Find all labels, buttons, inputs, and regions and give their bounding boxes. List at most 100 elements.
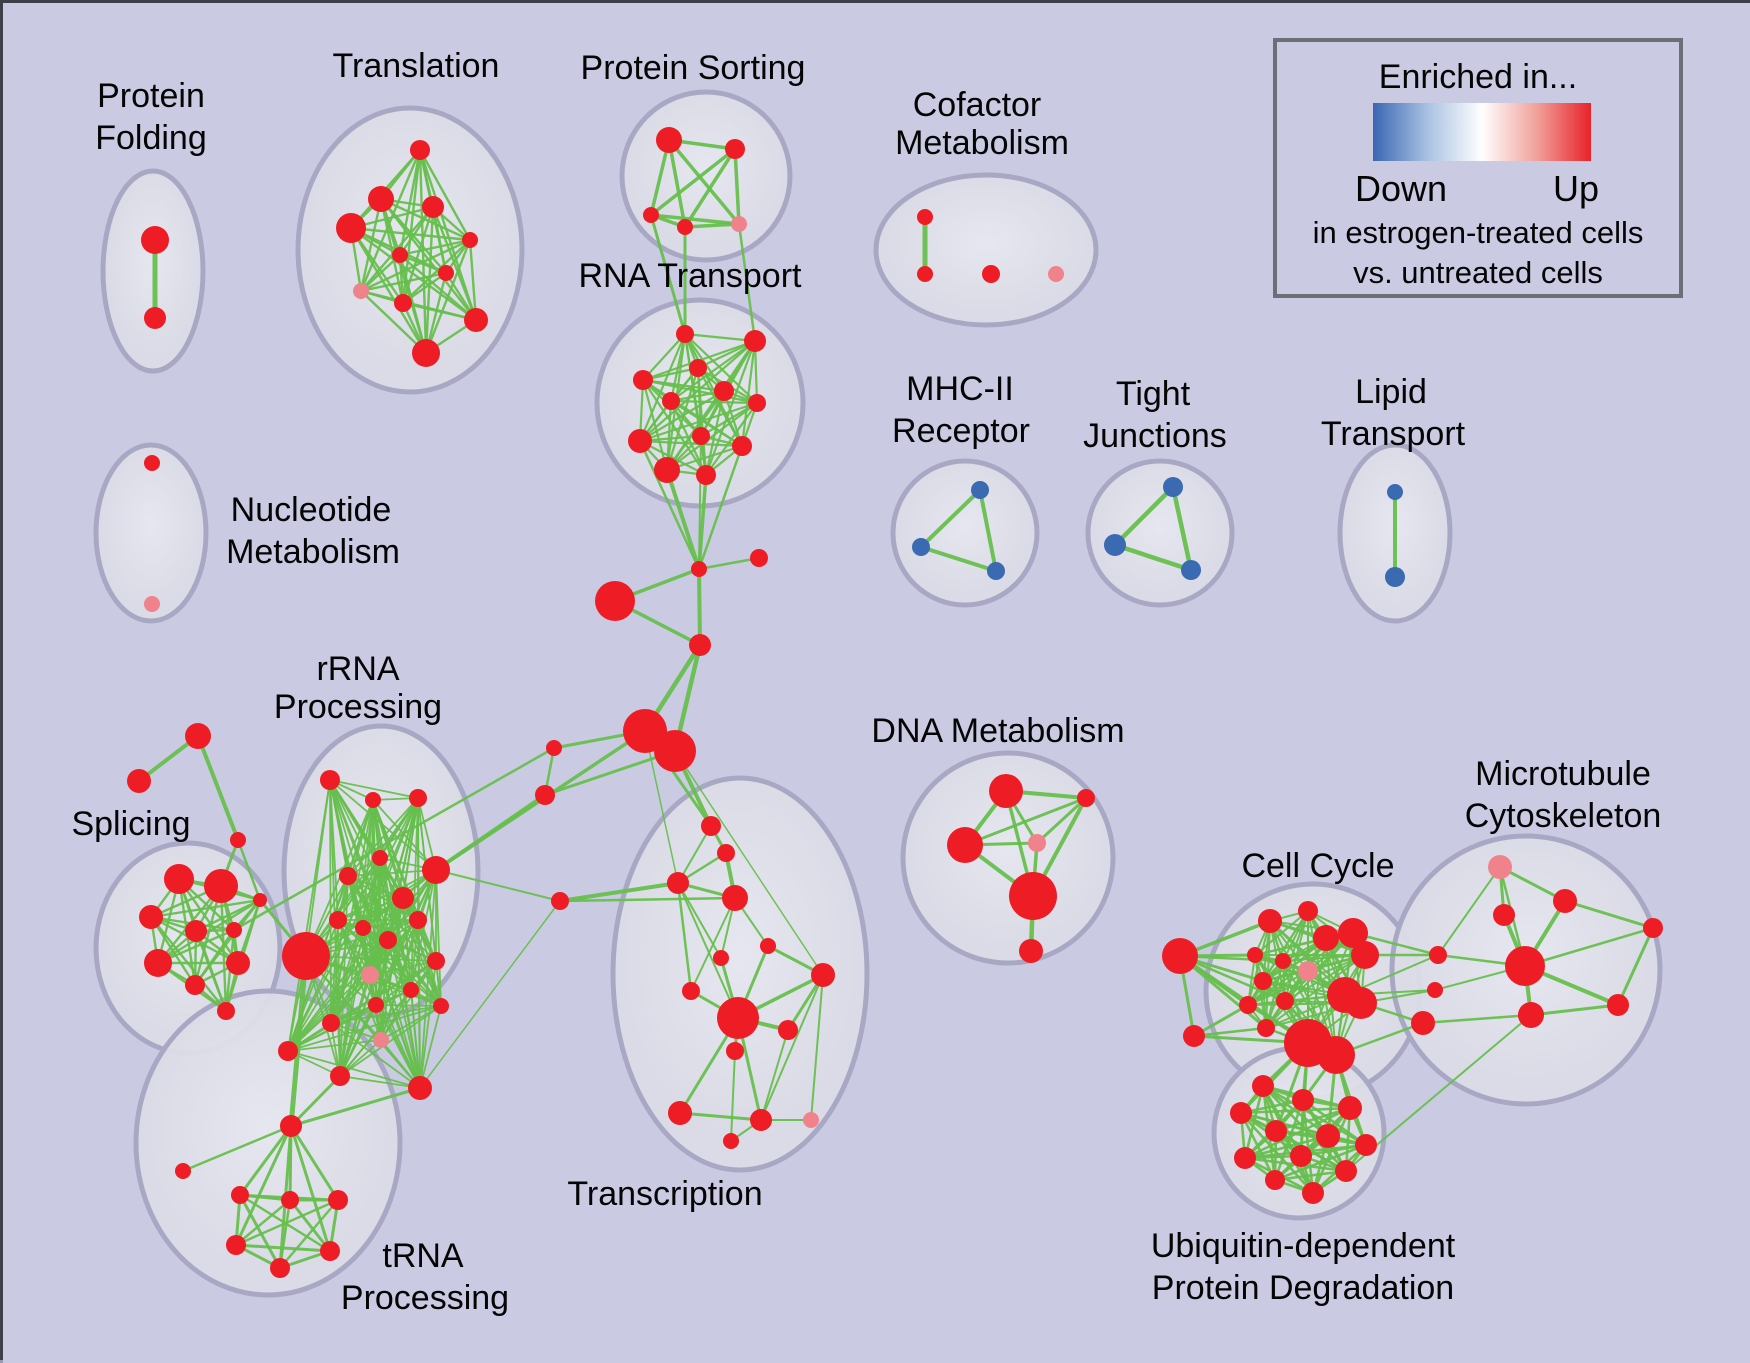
edge <box>398 253 448 275</box>
node-ubiquitin_degradation-2 <box>1338 1096 1362 1120</box>
node-ubiquitin_degradation-7 <box>1234 1147 1256 1169</box>
cluster-dna_metabolism-ellipse <box>900 750 1116 966</box>
edge <box>287 897 404 1052</box>
edge <box>410 797 419 991</box>
edge <box>380 1005 442 1041</box>
edge <box>330 939 389 1024</box>
node-rrna_processing-0 <box>320 770 340 790</box>
node-cofactor_metabolism-1 <box>917 266 933 282</box>
node-trna_processing-1 <box>175 1163 191 1179</box>
cluster-protein_folding-label-1: Folding <box>95 119 207 157</box>
node-rrna_processing-13 <box>403 982 419 998</box>
edge <box>418 148 472 242</box>
node-rrna_processing-21 <box>373 1032 389 1048</box>
node-cell_cycle-10 <box>1254 972 1272 990</box>
edge <box>669 399 759 405</box>
legend-down-label: Down <box>1355 168 1447 209</box>
edge <box>236 838 262 902</box>
edge <box>337 869 437 921</box>
edge <box>1112 542 1194 573</box>
node-splicing-0 <box>164 864 194 894</box>
node-rna_transport-4 <box>714 381 734 401</box>
node-microtubule_cytoskeleton-6 <box>1643 918 1663 938</box>
edge <box>1529 1003 1620 1017</box>
cluster-rrna_processing-label-0: rRNA <box>316 650 399 688</box>
edge <box>638 332 687 443</box>
node-translation-3 <box>336 213 366 243</box>
edge <box>375 1004 421 1089</box>
edge <box>349 226 428 355</box>
edge <box>697 567 702 647</box>
node-cell_cycle-1 <box>1183 1025 1205 1047</box>
edge <box>330 974 371 1024</box>
node-connectors-8 <box>551 892 569 910</box>
edge <box>733 147 741 226</box>
edge <box>638 389 726 443</box>
edge <box>156 898 262 965</box>
node-ubiquitin_degradation-9 <box>1335 1160 1357 1182</box>
cluster-nucleotide_metabolism-label-0: Nucleotide <box>231 491 392 529</box>
edge <box>305 869 437 957</box>
node-ubiquitin_degradation-4 <box>1265 1120 1287 1142</box>
cluster-mhc_ii_receptor-ellipse <box>890 458 1040 608</box>
node-cell_cycle-2 <box>1258 909 1282 933</box>
edge <box>337 897 404 921</box>
node-protein_sorting-2 <box>643 207 659 223</box>
edge <box>339 927 364 1077</box>
edge <box>349 226 472 242</box>
edge <box>177 877 240 965</box>
node-splicing-7 <box>226 951 250 975</box>
node-ubiquitin_degradation-10 <box>1265 1170 1285 1190</box>
node-trna_processing-0 <box>280 1115 302 1137</box>
node-translation-8 <box>394 294 412 312</box>
node-dna_metabolism-4 <box>1009 872 1057 920</box>
node-connectors-0 <box>691 561 707 577</box>
node-transcription-11 <box>668 1101 692 1125</box>
edge <box>234 1198 340 1247</box>
edge <box>401 301 478 322</box>
node-rna_transport-8 <box>628 429 652 453</box>
edge <box>1273 1169 1348 1182</box>
node-transcription-6 <box>811 963 835 987</box>
node-rrna_processing-18 <box>278 1041 298 1061</box>
edge <box>697 444 744 571</box>
edge <box>665 468 701 571</box>
node-rrna_processing-6 <box>392 887 414 909</box>
node-trna_processing-7 <box>270 1258 290 1278</box>
node-mhc_ii_receptor-1 <box>912 538 930 556</box>
edge <box>347 797 419 877</box>
node-cell_cycle-20 <box>1411 1011 1435 1035</box>
node-cell_cycle-8 <box>1338 918 1368 948</box>
cluster-mhc_ii_receptor-label-1: Receptor <box>892 412 1030 450</box>
edge <box>468 238 478 322</box>
node-microtubule_cytoskeleton-2 <box>1493 904 1515 926</box>
edge <box>963 796 1088 847</box>
node-rrna_processing-3 <box>372 850 388 866</box>
edge <box>676 881 693 993</box>
node-transcription-12 <box>750 1109 772 1131</box>
node-splicing-2 <box>139 905 163 929</box>
edge <box>375 960 437 1006</box>
node-translation-5 <box>392 247 408 263</box>
cluster-protein_folding-label-0: Protein <box>97 77 205 115</box>
edge <box>398 253 478 322</box>
edge <box>431 205 448 275</box>
node-ubiquitin_degradation-0 <box>1252 1075 1274 1097</box>
cluster-nucleotide_metabolism-label-1: Metabolism <box>226 533 400 571</box>
edge <box>330 1005 442 1024</box>
edge <box>644 730 679 884</box>
node-protein_sorting-3 <box>677 219 693 235</box>
node-rna_transport-7 <box>692 427 710 445</box>
cluster-mhc_ii_receptor-label-0: MHC-II <box>906 370 1014 408</box>
node-rna_transport-0 <box>676 325 694 343</box>
node-transcription-13 <box>803 1112 819 1128</box>
node-splicing-3 <box>185 920 207 942</box>
node-connectors-6 <box>546 740 562 756</box>
edge <box>558 881 680 903</box>
node-rrna_processing-16 <box>433 998 449 1014</box>
node-cell_cycle-19 <box>1427 982 1443 998</box>
node-trna_processing-4 <box>328 1190 348 1210</box>
node-connectors-7 <box>535 785 555 805</box>
node-translation-0 <box>410 140 430 160</box>
node-rrna_processing-17 <box>322 1014 340 1032</box>
